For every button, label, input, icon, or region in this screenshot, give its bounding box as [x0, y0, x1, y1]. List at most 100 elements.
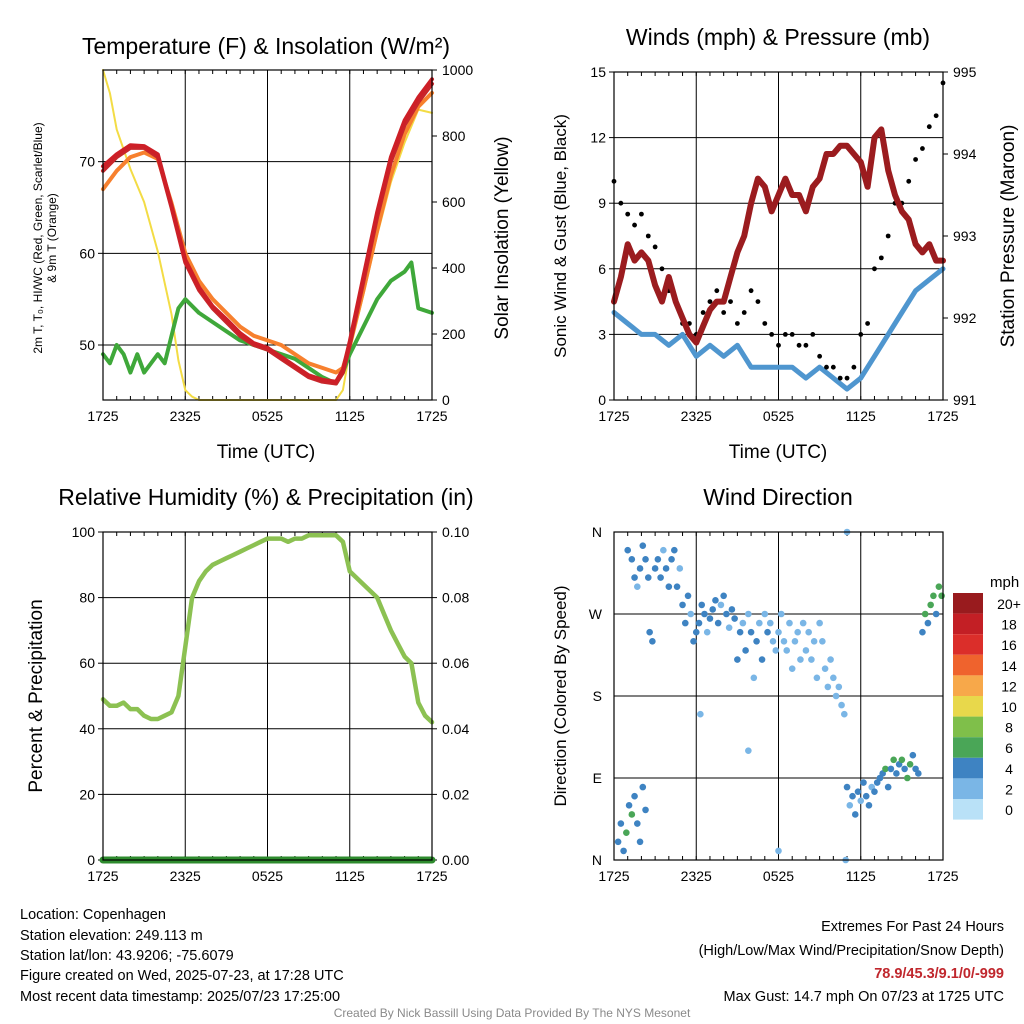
wind-direction-point	[851, 811, 859, 818]
wind-direction-point	[813, 674, 821, 682]
info-location: Location: Copenhagen	[20, 907, 166, 923]
wind-direction-point	[890, 756, 897, 764]
winds-y-tick-label: 12	[590, 130, 606, 146]
legend-swatch	[953, 778, 983, 799]
wind-direction-point	[747, 628, 755, 636]
wind-direction-point	[745, 747, 752, 754]
wind-direction-point	[631, 574, 638, 581]
temp-xlabel: Time (UTC)	[217, 442, 316, 463]
wind-direction-point	[639, 783, 647, 791]
temp-y-tick-label: 70	[79, 154, 95, 170]
wdir-x-tick-label: 1725	[598, 868, 629, 884]
wind-direction-point	[706, 615, 714, 622]
wind-direction-point	[628, 556, 636, 563]
gust-point	[652, 244, 658, 250]
gust-point	[714, 288, 720, 294]
wind-direction-point	[901, 765, 908, 773]
winds-yr-tick-label: 995	[953, 64, 977, 80]
wind-direction-point	[654, 556, 662, 563]
wind-direction-point	[862, 792, 870, 800]
legend-label: 10	[1001, 699, 1017, 715]
gust-point	[762, 321, 768, 326]
wind-direction-point	[932, 610, 940, 618]
extremes-values: 78.9/45.3/9.1/0/-999	[874, 966, 1004, 982]
wind-direction-point	[657, 574, 664, 581]
winds-y-tick-label: 3	[598, 326, 606, 342]
gust-point	[872, 266, 877, 272]
wind-direction-point	[841, 710, 848, 718]
wind-direction-point	[761, 610, 769, 618]
winds-x-tick-label: 1125	[846, 408, 876, 424]
wind-direction-point	[624, 546, 632, 554]
winds-x-tick-label: 2325	[681, 408, 712, 424]
legend-label: 4	[1005, 761, 1013, 777]
gust-point	[769, 332, 775, 337]
legend-swatch	[953, 634, 983, 655]
wind-direction-point	[668, 556, 675, 563]
temp-ylabel-right: Solar Insolation (Yellow)	[492, 136, 513, 339]
wind-direction-point	[805, 628, 812, 636]
wind-direction-point	[634, 820, 641, 827]
gust-point	[933, 113, 939, 119]
temp-yr-tick-label: 800	[442, 128, 466, 144]
rh-line	[100, 533, 435, 725]
gust-point	[741, 310, 747, 315]
wind-direction-point	[860, 779, 867, 786]
wind-direction-point	[808, 656, 815, 663]
wind-direction-point	[701, 610, 708, 618]
gust-point	[824, 364, 829, 370]
winds-x-tick-label: 1725	[927, 408, 958, 424]
gust-point	[632, 222, 637, 228]
wind-direction-point	[802, 647, 810, 654]
rh-yr-tick-label: 0.10	[442, 524, 469, 540]
dewpoint-line	[101, 260, 434, 386]
wdir-x-tick-label: 1725	[927, 868, 958, 884]
rh-yr-tick-label: 0.02	[442, 786, 469, 802]
extremes-subtitle: (High/Low/Max Wind/Precipitation/Snow De…	[698, 943, 1004, 959]
wdir-x-tick-label: 2325	[681, 868, 712, 884]
winds-yr-tick-label: 993	[953, 228, 977, 244]
temp-yr-tick-label: 600	[442, 194, 466, 210]
wdir-ylabel-left: Direction (Colored By Speed)	[551, 585, 570, 806]
wdir-frame	[613, 531, 944, 861]
legend-swatch	[953, 737, 983, 758]
wind-direction-point	[780, 638, 788, 645]
gust-point	[858, 332, 864, 337]
info-latlon: Station lat/lon: 43.9206; -75.6079	[20, 948, 234, 964]
temp-ylabel-left-1: 2m T, T₀, HI/WC (Red, Green, Scarlet/Blu…	[31, 122, 45, 353]
wind-direction-point	[651, 565, 659, 572]
wind-direction-point	[697, 710, 704, 718]
credit-line: Created By Nick Bassill Using Data Provi…	[333, 1006, 691, 1020]
winds-frame	[613, 71, 944, 401]
rh-y-tick-label: 40	[79, 721, 95, 737]
wind-direction-point	[906, 761, 914, 768]
wind-direction-point	[924, 619, 932, 627]
gust-point	[748, 288, 754, 294]
wind-direction-point	[783, 647, 791, 654]
wdir-y-tick-label: N	[592, 524, 602, 540]
temp-y-tick-label: 60	[79, 245, 95, 261]
legend-label: 20+	[997, 596, 1021, 612]
wind-direction-point	[830, 674, 837, 682]
legend-label: 18	[1001, 617, 1017, 633]
winds-yr-tick-label: 994	[953, 146, 977, 162]
wind-direction-point	[623, 829, 630, 836]
wind-direction-point	[717, 601, 725, 609]
temp-x-tick-label: 1725	[416, 408, 447, 424]
rh-ylabel-left: Percent & Precipitation	[26, 599, 47, 792]
heat-index-line	[101, 77, 434, 384]
wind-direction-point	[681, 619, 689, 627]
gust-point	[707, 299, 713, 304]
wind-direction-point	[832, 692, 840, 700]
wind-direction-point	[871, 788, 878, 795]
wdir-y-tick-label: E	[593, 770, 602, 786]
gust-point	[721, 310, 727, 315]
legend-label: 6	[1005, 740, 1013, 756]
wind-direction-point	[794, 628, 801, 636]
gust-point	[878, 255, 884, 261]
wind-direction-point	[927, 601, 934, 609]
winds-xlabel: Time (UTC)	[729, 442, 828, 463]
rh-yr-tick-label: 0.06	[442, 655, 469, 671]
info-elevation: Station elevation: 249.113 m	[20, 928, 203, 944]
